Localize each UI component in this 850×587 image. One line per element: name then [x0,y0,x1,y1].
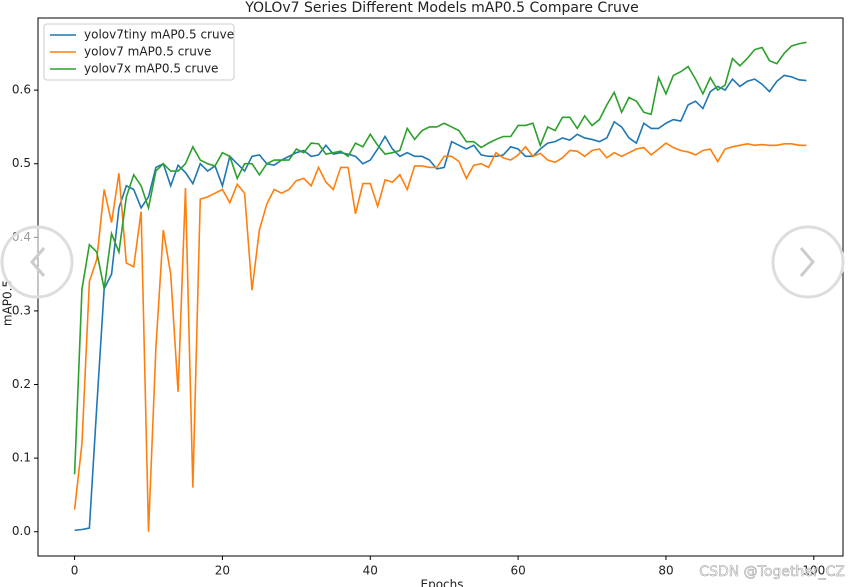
x-tick-label: 100 [802,564,825,578]
series-line [73,41,807,475]
y-tick-label: 0.0 [12,524,31,538]
plot-area: 0.00.10.20.30.40.50.6020406080100yolov7t… [12,17,844,578]
y-tick-label: 0.2 [12,377,31,391]
y-axis-label: mAP0.5 [1,280,15,326]
prev-button[interactable] [0,225,74,299]
y-tick-label: 0.3 [12,303,31,317]
y-tick-label: 0.5 [12,156,31,170]
legend-box [43,23,235,81]
series-line [74,74,807,532]
y-tick-label: 0.1 [12,451,31,465]
series-line [73,142,807,532]
next-icon [799,247,815,277]
x-tick-label: 60 [510,564,525,578]
watermark: CSDN @Together_CZ [699,564,845,580]
legend-label: yolov7tiny mAP0.5 cruve [84,28,234,42]
x-tick-label: 0 [71,564,79,578]
prev-icon [30,247,46,277]
chart-title: YOLOv7 Series Different Models mAP0.5 Co… [244,0,638,16]
axes-frame [37,17,844,557]
legend-label: yolov7 mAP0.5 cruve [84,45,211,59]
x-tick-label: 40 [363,564,378,578]
next-button[interactable] [771,225,845,299]
x-tick-label: 20 [215,564,230,578]
x-tick-label: 80 [658,564,673,578]
x-axis-label: Epochs [421,578,464,587]
legend-label: yolov7x mAP0.5 cruve [84,62,218,76]
y-tick-label: 0.6 [12,83,31,97]
